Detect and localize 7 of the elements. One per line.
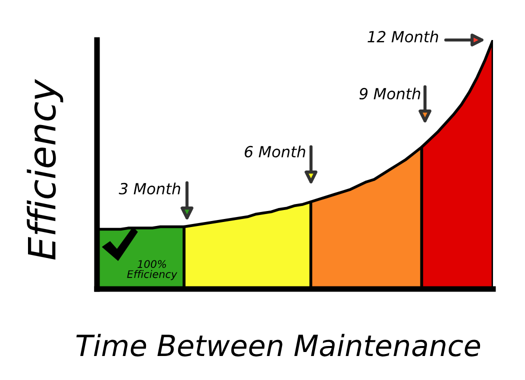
annotation: 6 Month xyxy=(244,146,306,158)
annotation: 9 Month xyxy=(359,88,420,100)
x-axis-title: Time Between Maintenance xyxy=(76,334,480,356)
annotation: 3 Month xyxy=(118,182,180,194)
y-axis-title: Efficiency xyxy=(26,78,64,260)
annotation: 100% Efficiency xyxy=(127,260,178,280)
annotation: 12 Month xyxy=(368,30,438,42)
